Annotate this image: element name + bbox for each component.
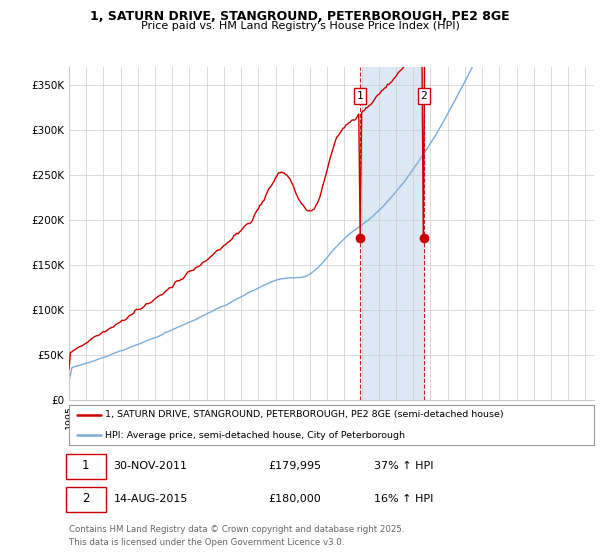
Text: £179,995: £179,995 (269, 461, 322, 471)
Text: 30-NOV-2011: 30-NOV-2011 (113, 461, 188, 471)
Text: 1: 1 (357, 91, 364, 101)
Text: HPI: Average price, semi-detached house, City of Peterborough: HPI: Average price, semi-detached house,… (105, 431, 404, 440)
Text: 2: 2 (82, 492, 89, 505)
Text: 16% ↑ HPI: 16% ↑ HPI (373, 493, 433, 503)
Text: 37% ↑ HPI: 37% ↑ HPI (373, 461, 433, 471)
Text: 2: 2 (421, 91, 427, 101)
Text: 1: 1 (82, 460, 89, 473)
FancyBboxPatch shape (67, 487, 106, 512)
Text: Contains HM Land Registry data © Crown copyright and database right 2025.
This d: Contains HM Land Registry data © Crown c… (69, 525, 404, 547)
Text: Price paid vs. HM Land Registry's House Price Index (HPI): Price paid vs. HM Land Registry's House … (140, 21, 460, 31)
Text: £180,000: £180,000 (269, 493, 321, 503)
Text: 14-AUG-2015: 14-AUG-2015 (113, 493, 188, 503)
Text: 1, SATURN DRIVE, STANGROUND, PETERBOROUGH, PE2 8GE (semi-detached house): 1, SATURN DRIVE, STANGROUND, PETERBOROUG… (105, 410, 503, 419)
Text: 1, SATURN DRIVE, STANGROUND, PETERBOROUGH, PE2 8GE: 1, SATURN DRIVE, STANGROUND, PETERBOROUG… (90, 10, 510, 23)
FancyBboxPatch shape (67, 454, 106, 479)
